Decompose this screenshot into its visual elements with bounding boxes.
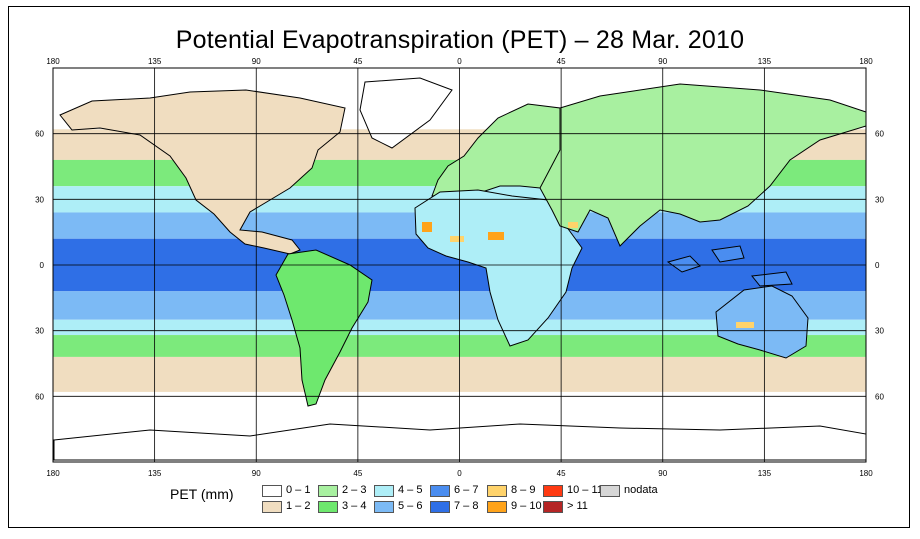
hotspot-chad <box>488 232 504 240</box>
legend-label: > 11 <box>567 500 588 512</box>
legend-title: PET (mm) <box>170 486 234 502</box>
legend-label: 2 – 3 <box>342 484 367 496</box>
lat-tick-label-left: 30 <box>35 327 44 336</box>
legend-swatch <box>430 501 450 513</box>
legend-swatch <box>374 501 394 513</box>
map-border <box>52 67 867 463</box>
asia-landmass <box>539 83 867 247</box>
legend-label: 9 – 10 <box>511 500 542 512</box>
legend-label: 5 – 6 <box>398 500 423 512</box>
hotspot-arabia <box>568 222 578 228</box>
legend-label: 4 – 5 <box>398 484 423 496</box>
lon-tick-label-top: 45 <box>353 57 362 66</box>
lon-tick-label-bottom: 45 <box>557 469 566 478</box>
lon-tick-label-top: 90 <box>658 57 667 66</box>
legend-label: nodata <box>624 484 658 496</box>
hotspot-australia <box>736 322 754 328</box>
legend-swatch <box>543 501 563 513</box>
lon-tick-label-top: 0 <box>457 57 462 66</box>
legend-swatch <box>318 485 338 497</box>
lon-tick-label-top: 90 <box>252 57 261 66</box>
lon-tick-label-bottom: 0 <box>457 469 462 478</box>
lon-tick-label-bottom: 90 <box>658 469 667 478</box>
maritime-continent-islands <box>666 245 793 287</box>
lon-tick-label-bottom: 180 <box>859 469 873 478</box>
south-america-landmass <box>275 249 373 407</box>
continents <box>53 77 867 461</box>
legend-label: 8 – 9 <box>511 484 536 496</box>
australia-landmass <box>715 285 809 359</box>
lon-tick-label-top: 180 <box>46 57 60 66</box>
lat-tick-label-left: 0 <box>40 261 45 270</box>
legend-label: 0 – 1 <box>286 484 311 496</box>
graticule <box>52 68 867 462</box>
lat-tick-label-right: 0 <box>875 261 880 270</box>
lon-tick-label-top: 180 <box>859 57 873 66</box>
legend-label: 1 – 2 <box>286 500 311 512</box>
figure-frame <box>8 6 910 528</box>
legend-label: 10 – 11 <box>567 484 603 496</box>
hotspot-west-africa <box>422 222 432 232</box>
north-america-landmass <box>59 89 346 255</box>
lat-tick-label-right: 60 <box>875 392 884 401</box>
legend-swatch <box>262 485 282 497</box>
legend-label: 7 – 8 <box>454 500 479 512</box>
legend-swatch <box>487 485 507 497</box>
legend-label: 3 – 4 <box>342 500 367 512</box>
lat-tick-label-right: 60 <box>875 130 884 139</box>
lat-tick-label-right: 30 <box>875 327 884 336</box>
legend-swatch <box>374 485 394 497</box>
lon-tick-label-top: 45 <box>557 57 566 66</box>
lat-tick-label-left: 60 <box>35 130 44 139</box>
lon-tick-label-bottom: 90 <box>252 469 261 478</box>
legend-swatch <box>262 501 282 513</box>
lon-tick-label-top: 135 <box>148 57 162 66</box>
lon-tick-label-bottom: 45 <box>353 469 362 478</box>
lon-tick-label-top: 135 <box>758 57 772 66</box>
lat-tick-label-left: 30 <box>35 195 44 204</box>
legend-swatch <box>318 501 338 513</box>
legend-swatch <box>600 485 620 497</box>
lat-tick-label-left: 60 <box>35 392 44 401</box>
legend-swatch <box>487 501 507 513</box>
lon-tick-label-bottom: 135 <box>758 469 772 478</box>
high-pet-hotspots <box>422 222 754 328</box>
legend-swatch <box>430 485 450 497</box>
lat-tick-label-right: 30 <box>875 195 884 204</box>
axis-ticks: 180 180 135 135 90 90 45 45 0 0 45 45 90 90 135 135 180 1… <box>35 57 884 478</box>
legend-label: 6 – 7 <box>454 484 479 496</box>
africa-landmass <box>414 189 583 347</box>
hotspot-sahel <box>450 236 464 242</box>
map-title: Potential Evapotranspiration (PET) – 28 … <box>175 26 745 54</box>
lon-tick-label-bottom: 135 <box>148 469 162 478</box>
legend-swatch <box>543 485 563 497</box>
lon-tick-label-bottom: 180 <box>46 469 60 478</box>
